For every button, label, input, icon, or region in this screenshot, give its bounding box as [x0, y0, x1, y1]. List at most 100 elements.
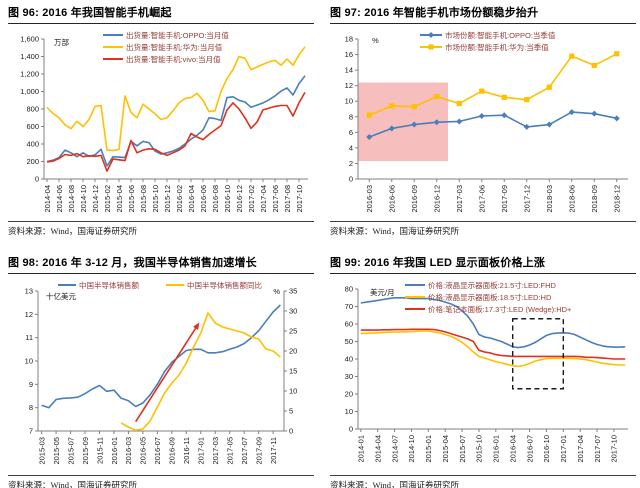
svg-text:2016-02: 2016-02 — [175, 185, 184, 213]
svg-text:18: 18 — [345, 35, 353, 44]
svg-text:5: 5 — [289, 407, 293, 416]
svg-text:2017-11: 2017-11 — [269, 437, 278, 464]
figure-96-title: 图 96: 2016 年我国智能手机崛起 — [8, 2, 314, 24]
svg-text:2015-09: 2015-09 — [81, 437, 90, 465]
svg-text:2016-09: 2016-09 — [168, 437, 177, 465]
figure-96-line-chart: 0 200 400 600 800 1,000 1,200 1,400 1,600 2014-04… — [20, 30, 308, 213]
svg-text:价格:液晶显示器面板:18.5寸:LED:HD: 价格:液晶显示器面板:18.5寸:LED:HD — [428, 292, 552, 302]
svg-text:2014-01: 2014-01 — [357, 435, 366, 463]
svg-text:2016-10: 2016-10 — [542, 435, 551, 463]
svg-text:十亿美元: 十亿美元 — [46, 291, 76, 301]
svg-text:2017-07: 2017-07 — [593, 435, 602, 463]
svg-text:2017-09: 2017-09 — [500, 185, 509, 213]
svg-text:市场份额:智能手机:OPPO:当季值: 市场份额:智能手机:OPPO:当季值 — [445, 30, 556, 40]
svg-text:2016-10: 2016-10 — [223, 185, 232, 213]
figure-97-line-chart: 0 2 4 6 8 10 12 14 16 18 2016-03 2016-06 2016-09 2016… — [345, 30, 628, 213]
svg-text:400: 400 — [26, 140, 39, 149]
svg-text:2017-12: 2017-12 — [523, 185, 532, 213]
svg-text:15: 15 — [289, 367, 297, 376]
svg-text:10: 10 — [345, 407, 353, 416]
svg-text:2015-08: 2015-08 — [139, 185, 148, 213]
svg-text:2018-03: 2018-03 — [545, 185, 554, 213]
svg-text:0: 0 — [35, 175, 39, 184]
svg-text:2015-11: 2015-11 — [95, 437, 104, 464]
svg-text:2015-12: 2015-12 — [163, 185, 172, 213]
svg-text:1,600: 1,600 — [20, 35, 39, 44]
svg-text:2017-03: 2017-03 — [211, 437, 220, 465]
svg-text:万部: 万部 — [54, 37, 69, 47]
svg-text:2016-04: 2016-04 — [187, 185, 196, 213]
svg-text:80: 80 — [345, 285, 353, 294]
svg-text:%: % — [273, 287, 280, 296]
svg-text:60: 60 — [345, 320, 353, 329]
svg-text:2016-11: 2016-11 — [182, 437, 191, 464]
svg-text:%: % — [372, 36, 379, 45]
svg-text:2016-06: 2016-06 — [199, 185, 208, 213]
svg-text:35: 35 — [289, 287, 297, 296]
svg-text:2017-10: 2017-10 — [295, 185, 304, 213]
figure-99-title: 图 99: 2016 年我国 LED 显示面板价格上涨 — [330, 252, 636, 274]
svg-text:12: 12 — [25, 310, 33, 319]
figure-99-panel: 图 99: 2016 年我国 LED 显示面板价格上涨 0 10 20 30 40 50 6… — [330, 252, 636, 488]
svg-text:出货量:智能手机:vivo:当月值: 出货量:智能手机:vivo:当月值 — [126, 54, 221, 64]
svg-text:4: 4 — [349, 143, 353, 152]
svg-text:2015-02: 2015-02 — [103, 185, 112, 213]
figure-98-panel: 图 98: 2016 年 3-12 月，我国半导体销售加速增长 7 8 9 10 11 1… — [8, 252, 314, 488]
svg-text:10: 10 — [345, 97, 353, 106]
svg-text:70: 70 — [345, 302, 353, 311]
svg-text:2016-05: 2016-05 — [139, 437, 148, 465]
svg-text:11: 11 — [25, 333, 33, 342]
svg-text:2017-06: 2017-06 — [478, 185, 487, 213]
svg-text:2017-03: 2017-03 — [455, 185, 464, 213]
svg-text:25: 25 — [289, 327, 297, 336]
svg-text:中国半导体销售额: 中国半导体销售额 — [79, 280, 139, 290]
svg-text:1,200: 1,200 — [20, 70, 39, 79]
svg-text:800: 800 — [26, 105, 39, 114]
svg-text:出货量:智能手机:OPPO:当月值: 出货量:智能手机:OPPO:当月值 — [126, 30, 229, 40]
svg-text:2016-06: 2016-06 — [388, 185, 397, 213]
svg-text:2014-08: 2014-08 — [67, 185, 76, 213]
svg-text:2016-03: 2016-03 — [124, 437, 133, 465]
svg-text:2016-03: 2016-03 — [365, 185, 374, 213]
svg-text:2014-07: 2014-07 — [390, 435, 399, 463]
figure-98-title: 图 98: 2016 年 3-12 月，我国半导体销售加速增长 — [8, 252, 314, 274]
svg-text:20: 20 — [345, 390, 353, 399]
svg-text:200: 200 — [26, 157, 39, 166]
svg-text:2016-08: 2016-08 — [211, 185, 220, 213]
svg-text:2017-01: 2017-01 — [559, 435, 568, 463]
svg-text:20: 20 — [289, 347, 297, 356]
svg-text:2015-05: 2015-05 — [52, 437, 61, 465]
svg-text:2018-06: 2018-06 — [568, 185, 577, 213]
svg-text:2016-07: 2016-07 — [525, 435, 534, 463]
svg-text:2017-10: 2017-10 — [610, 435, 619, 463]
svg-text:0: 0 — [349, 425, 353, 434]
svg-text:50: 50 — [345, 337, 353, 346]
svg-text:10: 10 — [25, 357, 33, 366]
svg-text:10: 10 — [289, 387, 297, 396]
svg-text:2017-06: 2017-06 — [271, 185, 280, 213]
svg-text:1,400: 1,400 — [20, 52, 39, 61]
svg-text:9: 9 — [29, 380, 33, 389]
figure-98-source: 资料来源：Wind，国海证券研究所 — [8, 475, 314, 488]
figure-97-title: 图 97: 2016 年智能手机市场份额稳步抬升 — [330, 2, 636, 24]
svg-text:美元/月: 美元/月 — [370, 287, 395, 297]
svg-text:2: 2 — [349, 159, 353, 168]
svg-text:2015-07: 2015-07 — [458, 435, 467, 463]
svg-text:2015-10: 2015-10 — [151, 185, 160, 213]
svg-text:8: 8 — [349, 112, 353, 121]
svg-text:2014-12: 2014-12 — [91, 185, 100, 213]
svg-text:2015-03: 2015-03 — [37, 437, 46, 465]
figure-96-source: 资料来源：Wind，国海证券研究所 — [8, 221, 314, 237]
svg-text:13: 13 — [25, 287, 33, 296]
svg-text:2017-07: 2017-07 — [240, 437, 249, 465]
svg-text:2015-01: 2015-01 — [424, 435, 433, 463]
svg-text:2016-12: 2016-12 — [235, 185, 244, 213]
svg-text:2016-01: 2016-01 — [492, 435, 501, 463]
figure-97-source: 资料来源：Wind，国海证券研究所 — [330, 221, 636, 237]
svg-text:2017-04: 2017-04 — [576, 435, 585, 463]
svg-text:2015-04: 2015-04 — [115, 185, 124, 213]
svg-text:14: 14 — [345, 66, 353, 75]
svg-text:中国半导体销售额同比: 中国半导体销售额同比 — [187, 280, 262, 290]
svg-text:2017-08: 2017-08 — [283, 185, 292, 213]
